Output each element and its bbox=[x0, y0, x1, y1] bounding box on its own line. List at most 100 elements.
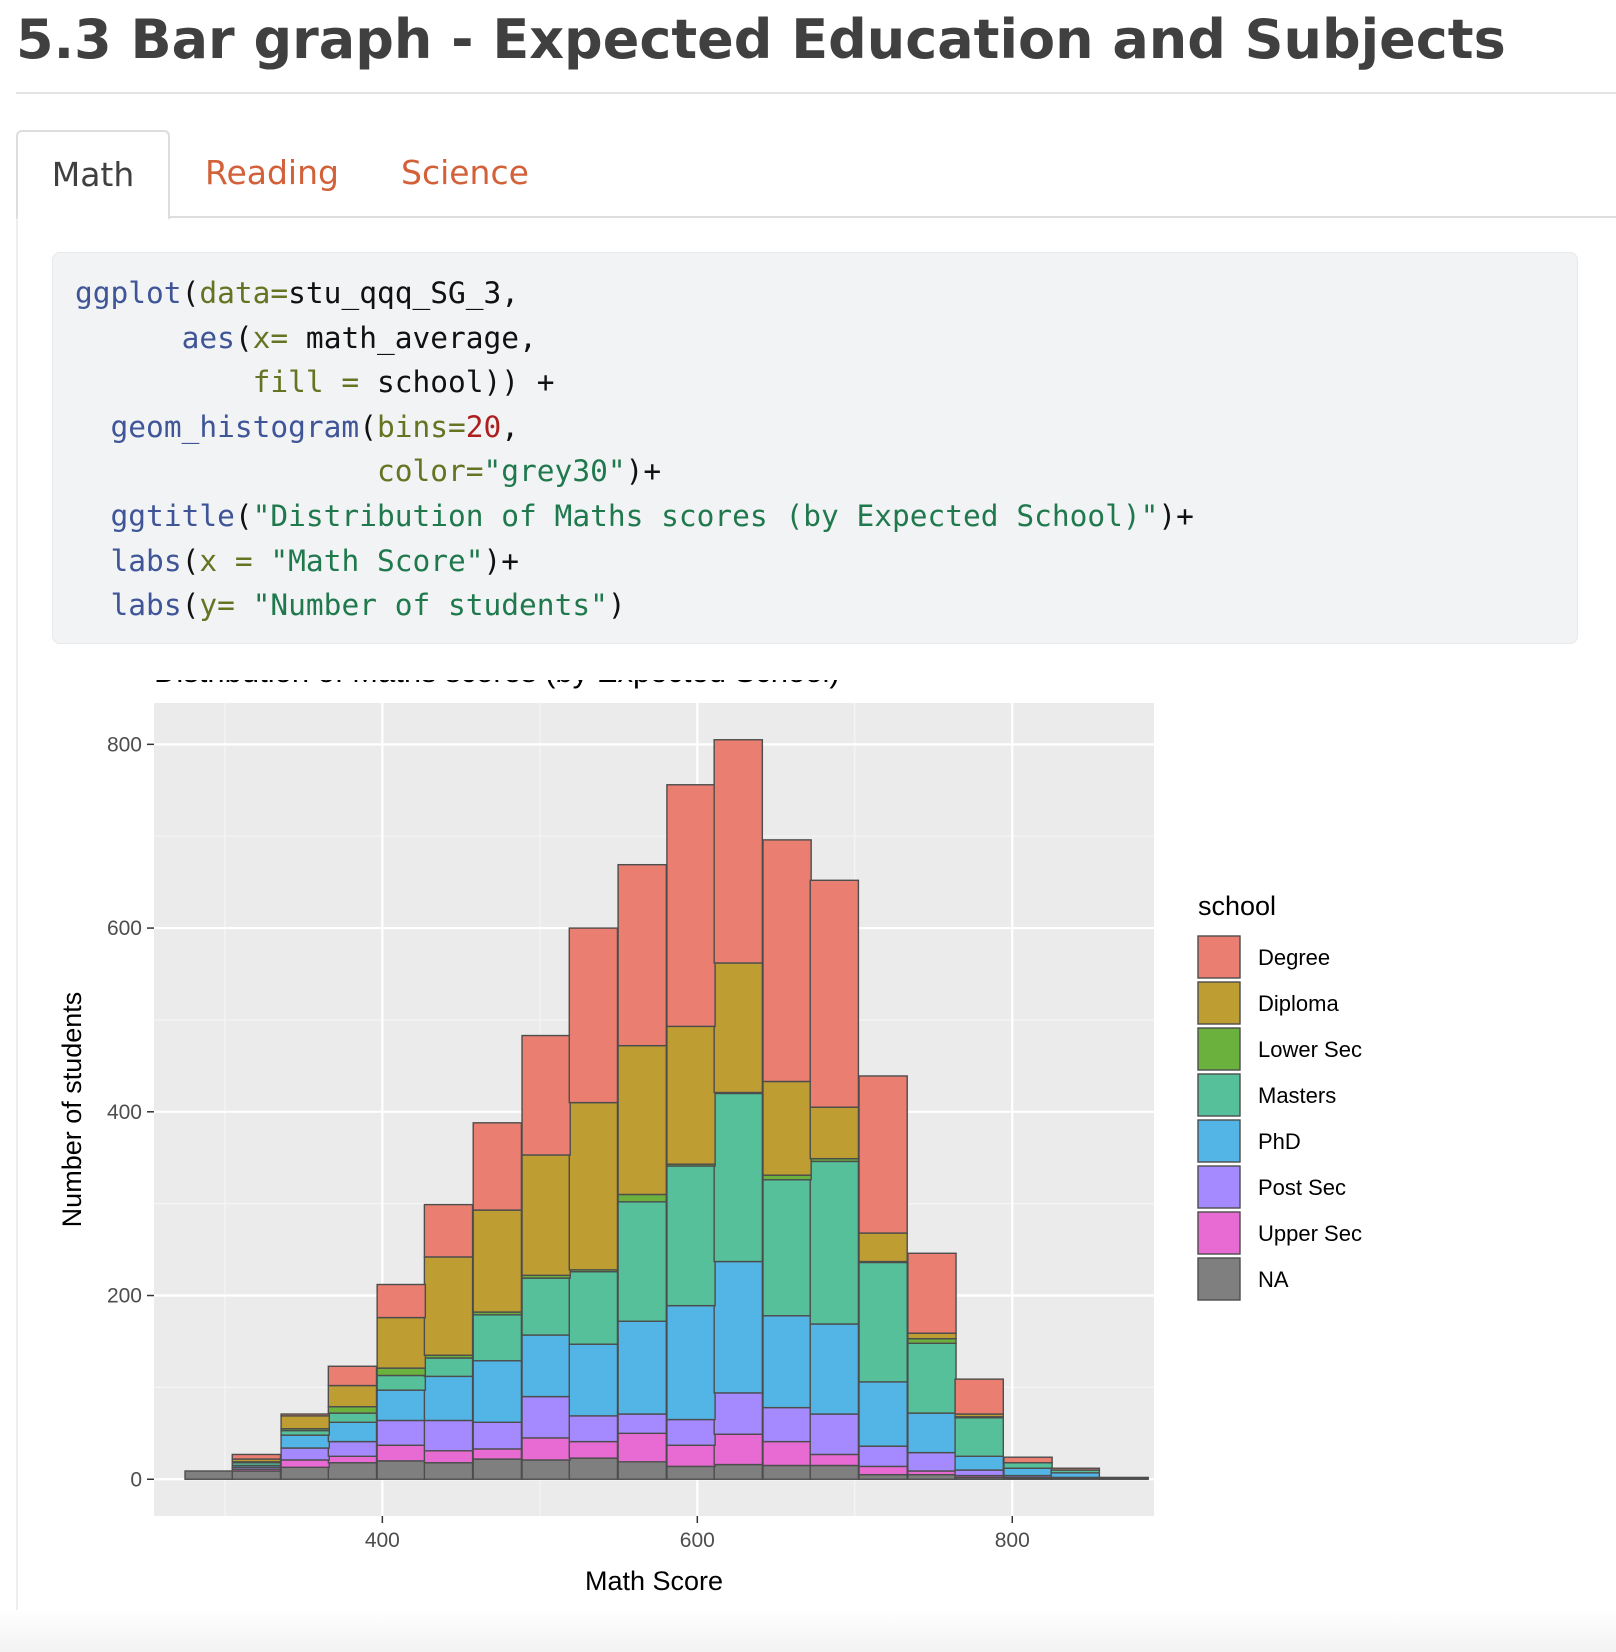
bar-degree bbox=[907, 1252, 957, 1334]
code-token: )+ bbox=[1158, 498, 1194, 533]
bar-na bbox=[617, 1461, 667, 1480]
code-text: ggplot(data=stu_qqq_SG_3, aes(x= math_av… bbox=[75, 271, 1194, 628]
code-token: , bbox=[519, 320, 537, 355]
code-token: ) bbox=[607, 588, 626, 623]
bar-degree bbox=[1050, 1467, 1101, 1471]
bar-post-sec bbox=[423, 1419, 474, 1452]
bar-post-sec bbox=[954, 1469, 1004, 1477]
code-token: ( bbox=[181, 543, 200, 578]
bar-post-sec bbox=[521, 1395, 571, 1439]
bar-degree bbox=[617, 863, 667, 1047]
bar-masters bbox=[762, 1179, 812, 1317]
bar-diploma bbox=[858, 1232, 908, 1263]
bar-diploma bbox=[423, 1256, 474, 1356]
bar-post-sec bbox=[713, 1392, 764, 1435]
code-block[interactable]: ggplot(data=stu_qqq_SG_3, aes(x= math_av… bbox=[52, 252, 1578, 644]
tab-science[interactable]: Science bbox=[401, 153, 529, 192]
code-token: school bbox=[359, 365, 484, 400]
bar-phd bbox=[809, 1323, 860, 1415]
bar-na bbox=[327, 1462, 378, 1480]
legend-label: NA bbox=[1258, 1267, 1289, 1292]
bar-diploma bbox=[762, 1080, 812, 1176]
code-token: ( bbox=[181, 276, 200, 310]
legend-label: Degree bbox=[1258, 945, 1330, 970]
y-tick-label: 600 bbox=[107, 917, 142, 940]
bar-diploma bbox=[280, 1415, 330, 1430]
legend-label: Post Sec bbox=[1258, 1175, 1346, 1200]
bar-na bbox=[184, 1470, 234, 1480]
bar-upper-sec bbox=[423, 1450, 474, 1464]
bar-upper-sec bbox=[376, 1444, 427, 1462]
bar-diploma bbox=[568, 1101, 619, 1271]
bar-diploma bbox=[617, 1044, 667, 1196]
tab-math[interactable]: Math bbox=[16, 130, 170, 220]
code-token: ggtitle bbox=[110, 498, 235, 533]
code-token: ( bbox=[181, 588, 200, 623]
bar-phd bbox=[666, 1304, 716, 1421]
bar-diploma bbox=[809, 1106, 860, 1160]
bar-phd bbox=[858, 1381, 908, 1447]
legend-label: Diploma bbox=[1258, 991, 1339, 1016]
bar-diploma bbox=[376, 1316, 427, 1369]
code-token: aes bbox=[181, 320, 235, 355]
bar-degree bbox=[666, 784, 716, 1028]
title-divider bbox=[16, 92, 1616, 94]
bar-masters bbox=[954, 1417, 1004, 1457]
code-token: data= bbox=[199, 276, 289, 310]
page-bottom-fade bbox=[0, 1610, 1616, 1652]
code-token: ( bbox=[234, 320, 253, 355]
y-tick-label: 400 bbox=[107, 1101, 142, 1124]
bar-degree bbox=[376, 1283, 427, 1319]
bar-degree bbox=[327, 1365, 378, 1387]
legend-key bbox=[1197, 1119, 1241, 1163]
bar-lower-sec bbox=[376, 1367, 427, 1377]
tab-panel-border bbox=[16, 218, 18, 1652]
bar-degree bbox=[858, 1075, 908, 1234]
subject-tabs: Math Reading Science bbox=[16, 130, 1616, 220]
bar-na bbox=[809, 1464, 860, 1480]
bar-na bbox=[472, 1458, 523, 1480]
tab-reading[interactable]: Reading bbox=[205, 153, 339, 192]
code-token: x= bbox=[252, 320, 289, 355]
bar-degree bbox=[713, 739, 764, 964]
bar-phd bbox=[280, 1434, 330, 1449]
code-token: ( bbox=[234, 498, 253, 533]
bar-degree bbox=[954, 1378, 1004, 1415]
bar-masters bbox=[666, 1165, 716, 1307]
bar-post-sec bbox=[568, 1415, 619, 1443]
bar-diploma bbox=[521, 1154, 571, 1277]
legend-key bbox=[1197, 1073, 1241, 1117]
code-token: ( bbox=[359, 409, 377, 444]
y-tick-label: 200 bbox=[107, 1285, 142, 1308]
bar-degree bbox=[472, 1122, 523, 1211]
bar-degree bbox=[568, 927, 619, 1104]
bar-na bbox=[376, 1460, 427, 1480]
code-token: labs bbox=[110, 588, 182, 623]
bar-phd bbox=[376, 1389, 427, 1422]
bar-masters bbox=[376, 1374, 427, 1391]
code-token: )+ bbox=[625, 454, 662, 489]
bar-post-sec bbox=[376, 1419, 427, 1446]
code-token: labs bbox=[110, 543, 182, 578]
bar-upper-sec bbox=[762, 1440, 812, 1467]
bar-masters bbox=[568, 1270, 619, 1345]
bar-post-sec bbox=[666, 1418, 716, 1446]
bar-masters bbox=[858, 1261, 908, 1383]
legend-key bbox=[1197, 935, 1241, 979]
bar-upper-sec bbox=[713, 1433, 764, 1466]
bar-masters bbox=[809, 1160, 860, 1325]
bar-degree bbox=[762, 839, 812, 1083]
code-token: "Number of students" bbox=[252, 588, 608, 623]
bar-phd bbox=[423, 1375, 474, 1422]
bar-masters bbox=[472, 1314, 523, 1362]
bar-diploma bbox=[907, 1332, 957, 1340]
y-tick-label: 800 bbox=[107, 733, 142, 756]
code-token: )+ bbox=[483, 543, 520, 578]
code-token: , bbox=[501, 409, 520, 444]
page-title: 5.3 Bar graph - Expected Education and S… bbox=[16, 8, 1506, 71]
code-token: color= bbox=[376, 454, 484, 489]
bar-masters bbox=[327, 1412, 378, 1423]
bar-masters bbox=[907, 1342, 957, 1414]
code-token: "Math Score" bbox=[270, 543, 484, 578]
legend-key bbox=[1197, 1027, 1241, 1071]
